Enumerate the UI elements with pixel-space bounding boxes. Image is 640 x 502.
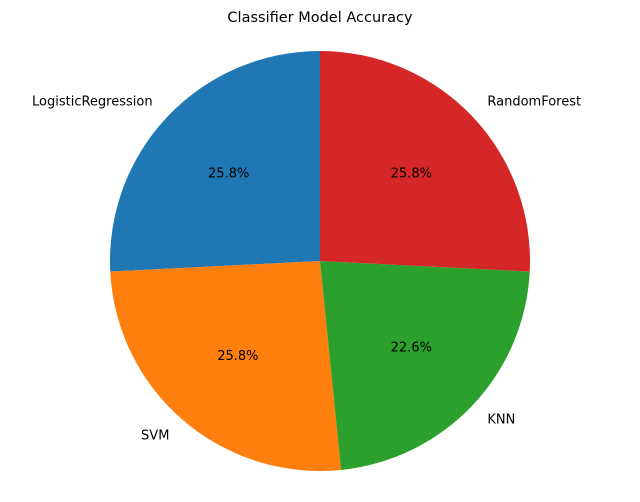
pie-slice-logisticregression [110,51,320,272]
pie-slice-knn [320,261,530,470]
pie-category-label: RandomForest [487,94,581,109]
pie-category-label: LogisticRegression [32,94,153,109]
chart-title: Classifier Model Accuracy [227,10,413,26]
pie-category-label: SVM [141,429,169,444]
pie-labels: 25.8% LogisticRegression 25.8% SVM 22.6% KNN 2… [32,94,581,443]
pie-percent-label: 25.8% [217,349,258,364]
pie-slice-randomforest [320,51,530,272]
pie-percent-label: 22.6% [391,340,432,355]
pie-category-label: KNN [487,413,515,428]
pie-percent-label: 25.8% [208,167,249,182]
pie-slices [110,51,530,472]
pie-percent-label: 25.8% [391,167,432,182]
pie-slice-svm [110,261,342,472]
